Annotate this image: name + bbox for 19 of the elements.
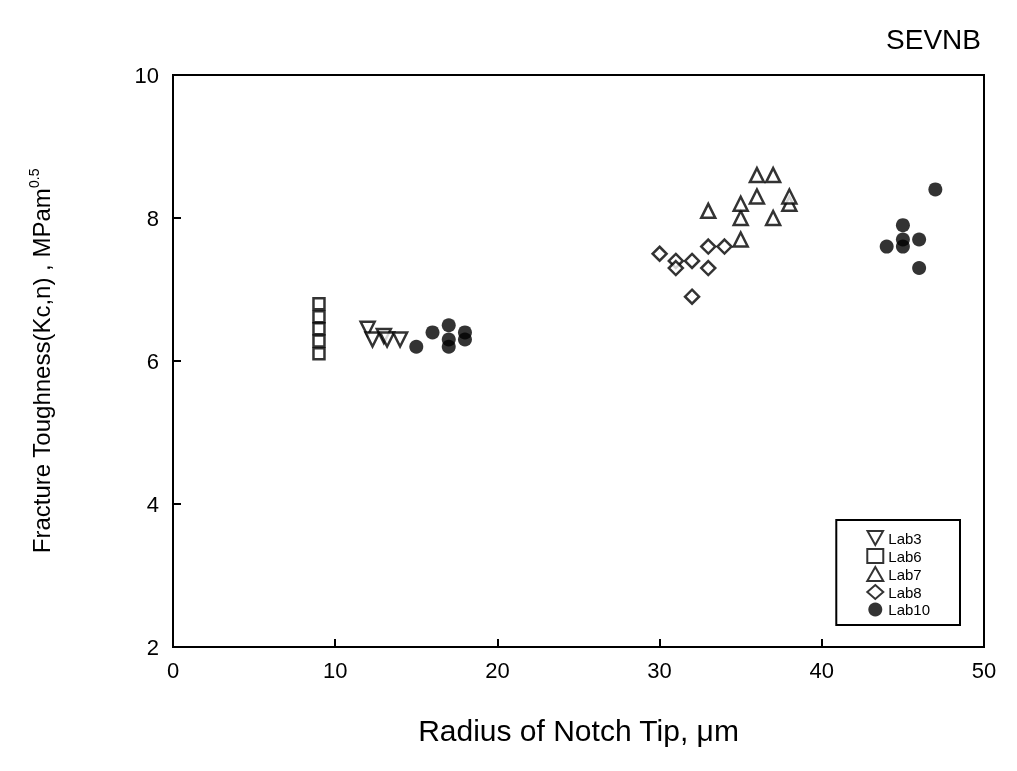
x-axis-title: Radius of Notch Tip, μm: [418, 713, 739, 747]
x-tick-label: 50: [971, 657, 997, 683]
legend-label: Lab8: [888, 583, 922, 601]
x-tick-label: 20: [485, 657, 510, 683]
x-tick-label: 10: [322, 657, 348, 683]
legend-label: Lab7: [888, 565, 922, 583]
legend-label: Lab10: [888, 601, 931, 618]
x-tick-label: 30: [647, 657, 672, 683]
x-tick-label: 40: [809, 657, 835, 683]
x-tick-label: 0: [166, 657, 180, 683]
y-tick-label: 4: [146, 491, 159, 517]
legend-label: Lab6: [888, 547, 922, 565]
y-tick-label: 2: [146, 634, 159, 660]
y-axis-title: Fracture Toughness(Kc,n) , MPam0.5: [26, 168, 55, 554]
chart-title: SEVNB: [886, 23, 982, 55]
legend-label: Lab3: [888, 529, 922, 547]
y-tick-label: 8: [146, 205, 159, 231]
y-tick-label: 6: [146, 348, 159, 374]
y-tick-label: 10: [134, 62, 159, 88]
